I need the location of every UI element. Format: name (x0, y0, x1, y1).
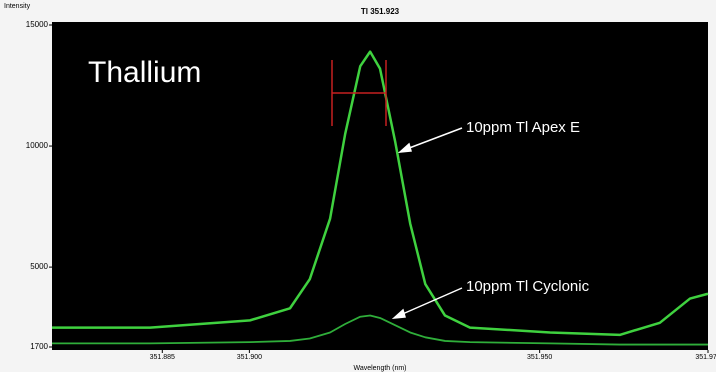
y-tick-label: 1700 (30, 342, 48, 351)
x-axis-label: Wavelength (nm) (353, 365, 406, 372)
y-axis-label: Intensity (4, 3, 31, 10)
annotation-arrows (391, 127, 463, 319)
plot-area (52, 22, 708, 350)
series-annotation: 10ppm Tl Cyclonic (466, 278, 590, 295)
series-annotation: 10ppm Tl Apex E (466, 119, 580, 136)
x-tick-label: 351.900 (237, 354, 262, 361)
arrow (403, 127, 463, 151)
arrowhead (391, 308, 406, 319)
arrowhead (397, 142, 412, 153)
x-tick-label: 351.950 (527, 354, 552, 361)
y-tick-label: 15000 (26, 20, 49, 29)
y-tick-label: 10000 (26, 141, 49, 150)
y-tick-label: 5000 (30, 262, 48, 271)
element-label: Thallium (88, 56, 201, 89)
spectrum-line (52, 314, 708, 346)
x-tick-label: 351.885 (150, 354, 175, 361)
chart-title: Tl 351.923 (361, 7, 400, 16)
peak-cursor (331, 60, 387, 126)
x-tick-label: 351.979 (695, 354, 716, 361)
spectrum-line (52, 50, 709, 337)
arrow (397, 287, 463, 317)
